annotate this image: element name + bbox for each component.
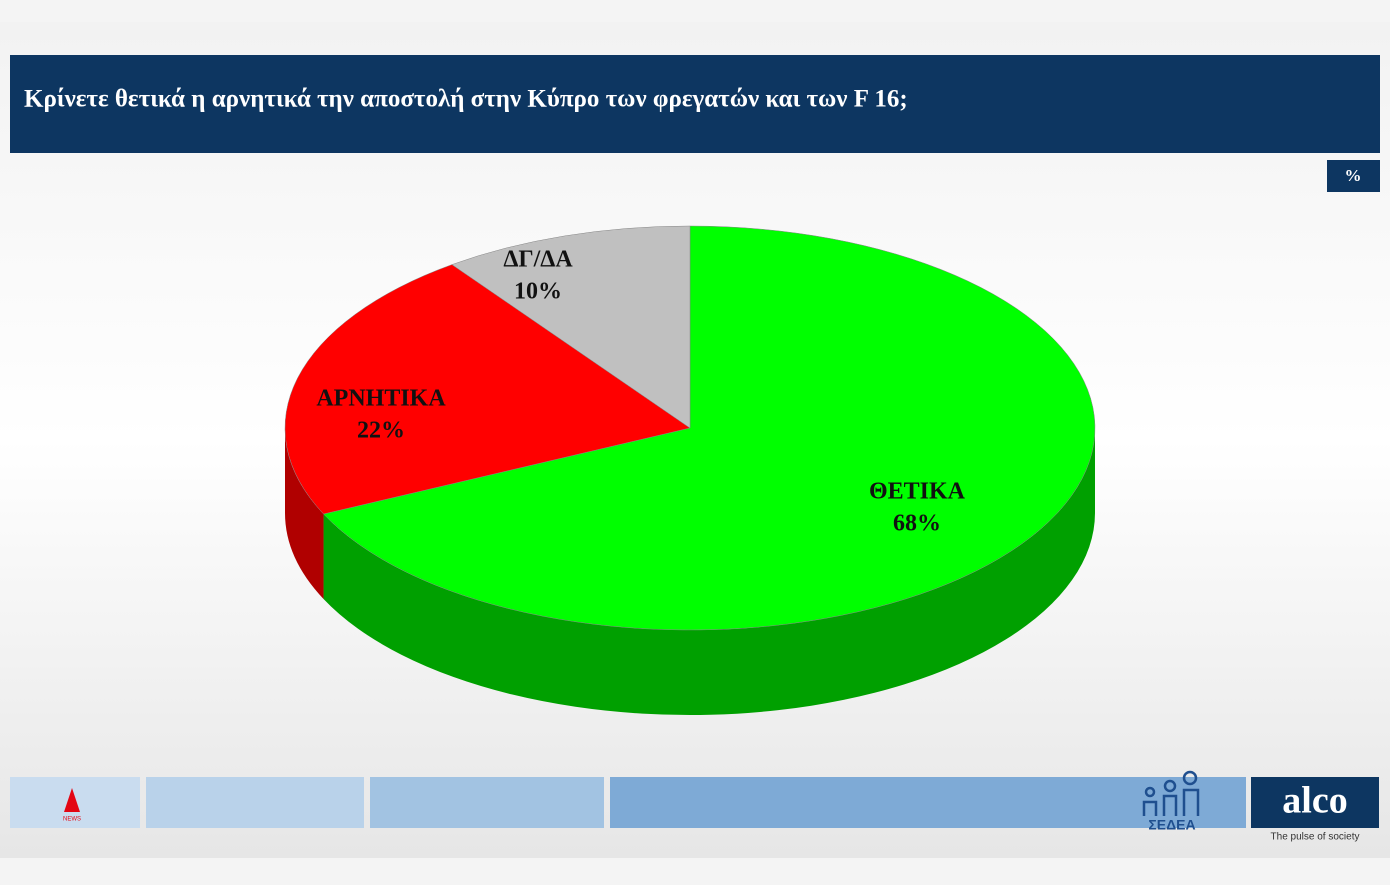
pie-slice (284, 264, 691, 515)
slice-value-label: 10% (514, 279, 562, 305)
footer: NEWS ΣΕΔΕΑ alco The pulse of society (10, 770, 1379, 843)
slice-value-label: 22% (357, 418, 405, 444)
pie-side (323, 428, 1095, 715)
alco-logo: alco (1282, 780, 1347, 822)
slice-label: ΑΡΝΗΤΙΚΑ (316, 386, 446, 412)
alpha-logo-mark (64, 788, 80, 812)
alpha-logo: NEWS (63, 817, 81, 823)
footer-box (370, 777, 604, 828)
slice-label: ΘΕΤΙΚΑ (869, 479, 966, 505)
slice-value-label: 68% (893, 511, 941, 537)
sedea-icon (1142, 770, 1200, 816)
alco-box (1251, 777, 1379, 828)
footer-box (146, 777, 364, 828)
chart-title: Κρίνετε θετικά η αρνητικά την αποστολή σ… (24, 86, 908, 113)
slice-label: ΔΓ/ΔΑ (503, 247, 573, 273)
alco-tagline: The pulse of society (1271, 832, 1360, 843)
pie-side (285, 428, 324, 600)
pie: ΘΕΤΙΚΑ 68% ΑΡΝΗΤΙΚΑ 22% ΔΓ/ΔΑ 10% (284, 225, 1096, 715)
unit-box (1327, 160, 1380, 192)
footer-box (610, 777, 1246, 828)
title-bar (10, 55, 1380, 153)
sedea-logo: ΣΕΔΕΑ (1148, 817, 1195, 833)
pie-slice (323, 225, 1096, 631)
pie-slice (451, 225, 691, 429)
unit-label: % (1345, 166, 1362, 185)
